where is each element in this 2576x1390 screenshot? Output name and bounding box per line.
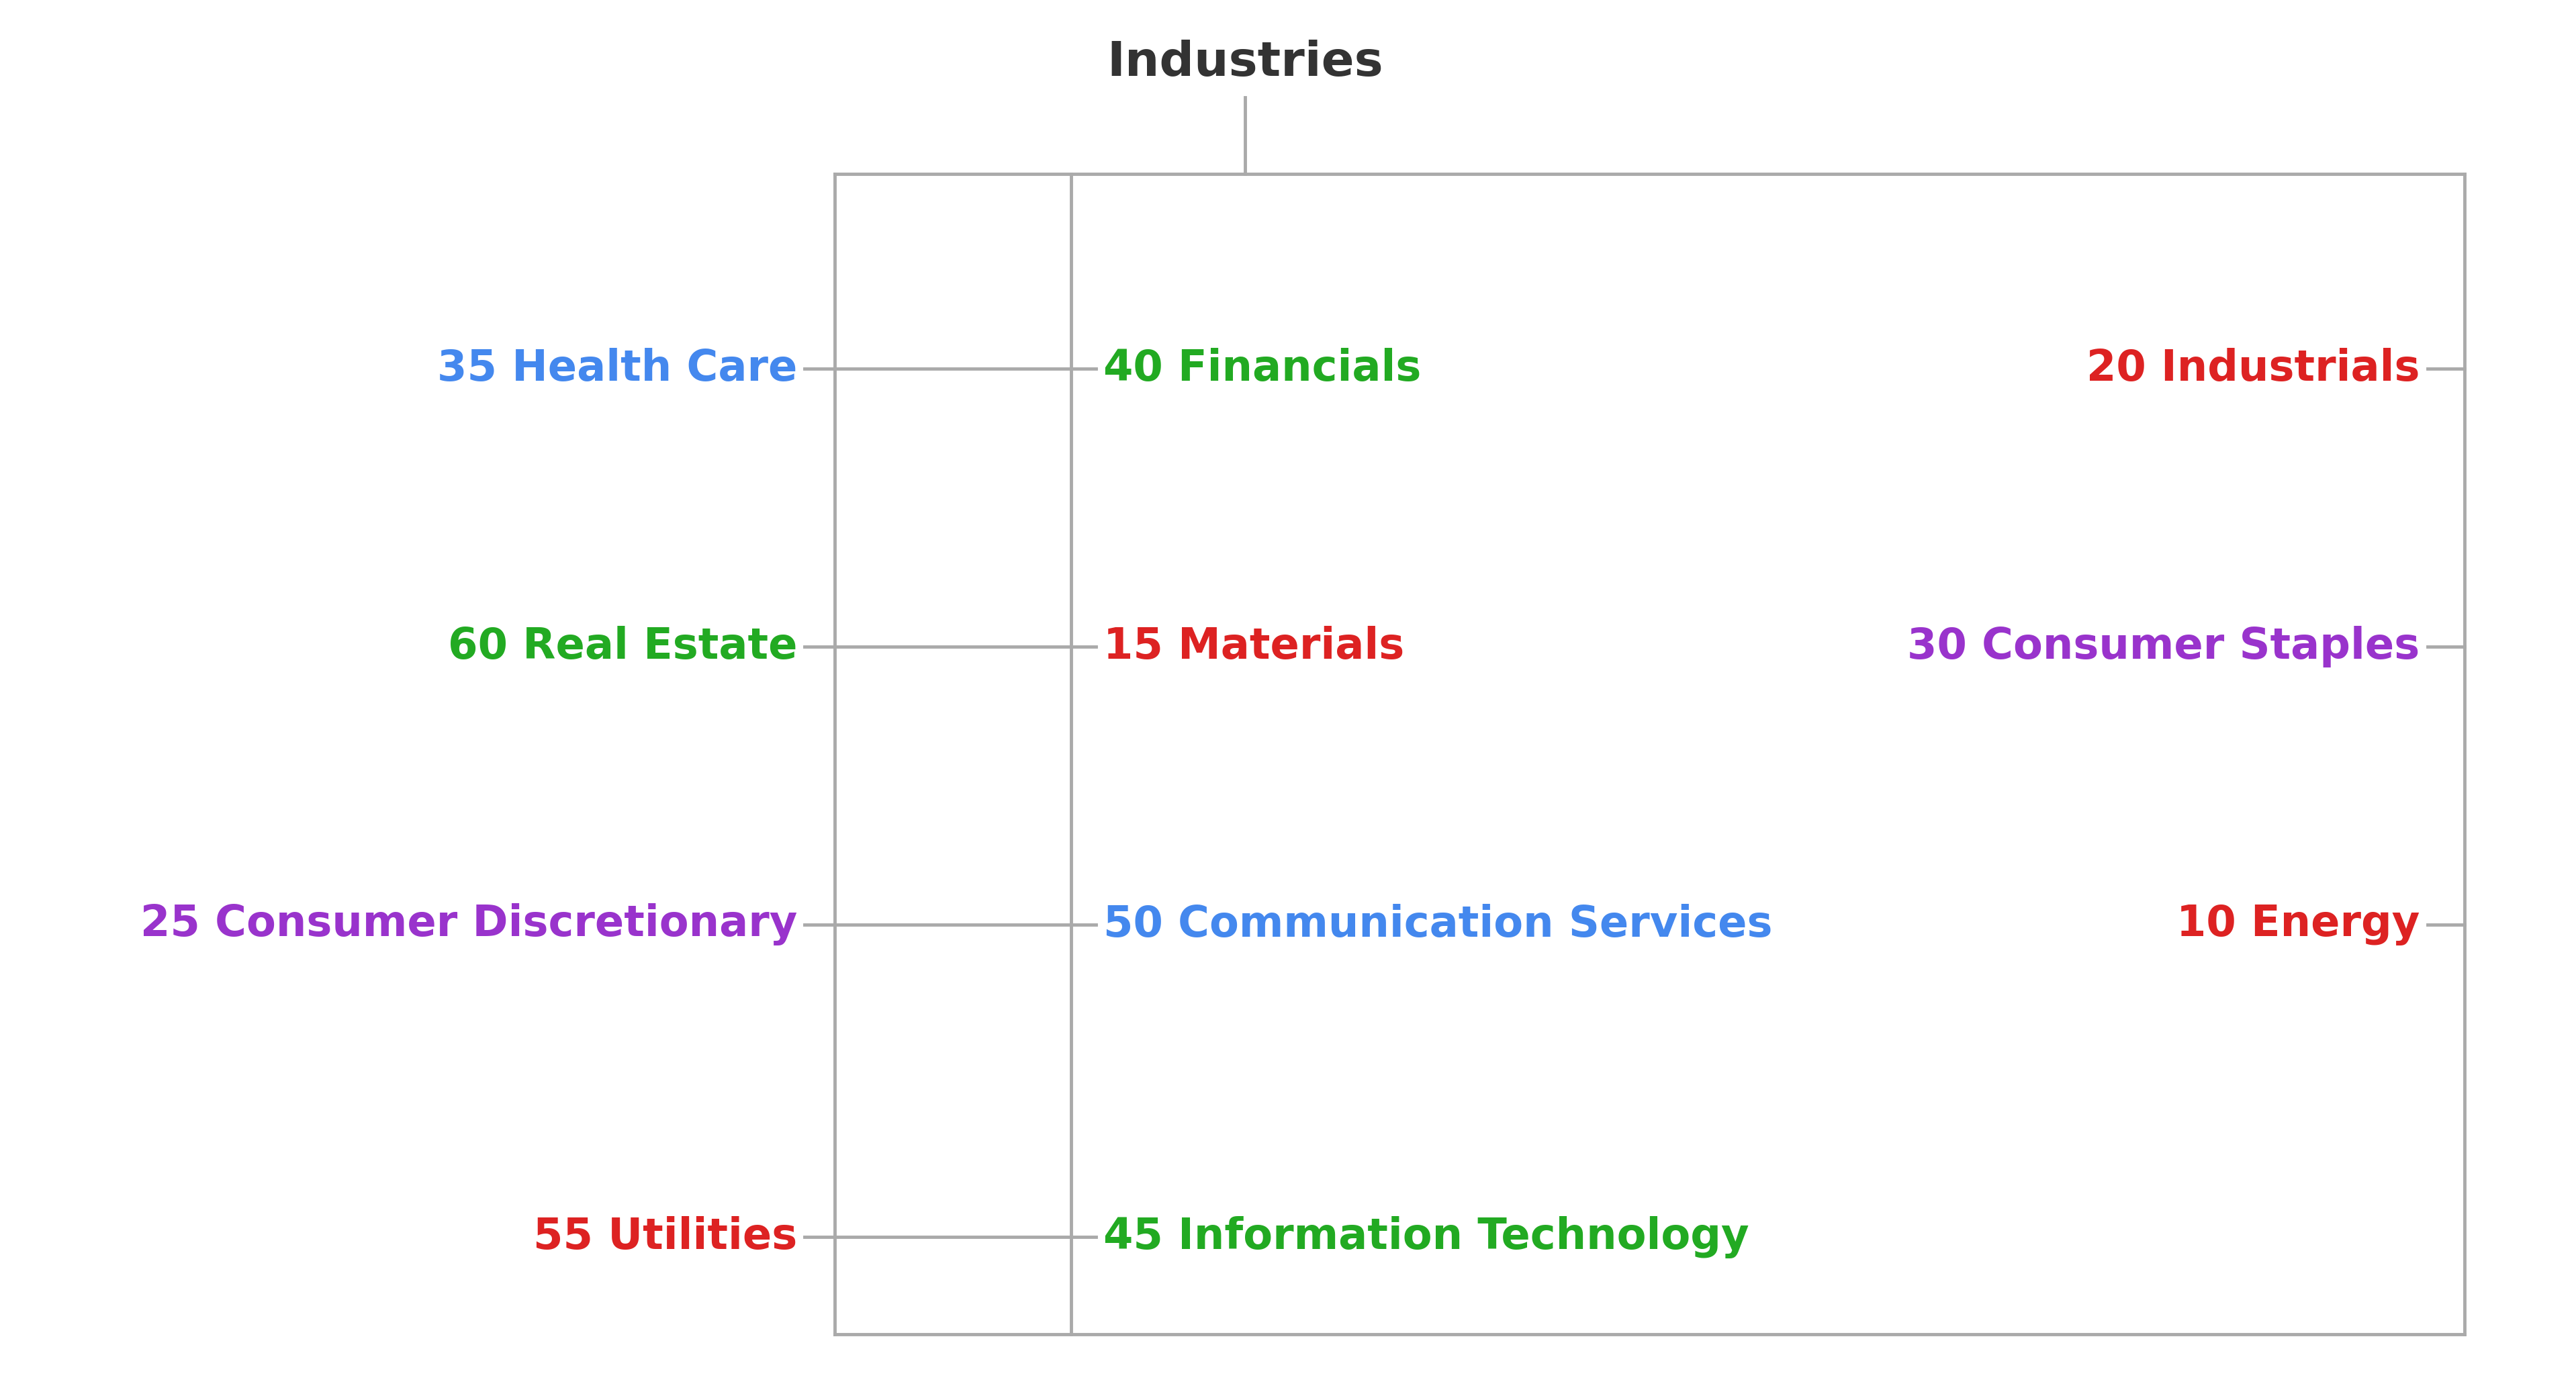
Text: 30 Consumer Staples: 30 Consumer Staples: [1906, 626, 2419, 667]
Text: 15 Materials: 15 Materials: [1103, 626, 1404, 667]
Text: Industries: Industries: [1108, 39, 1383, 86]
Text: 10 Energy: 10 Energy: [2177, 904, 2419, 945]
Text: 50 Communication Services: 50 Communication Services: [1103, 904, 1772, 945]
Text: 40 Financials: 40 Financials: [1103, 348, 1422, 389]
Text: 35 Health Care: 35 Health Care: [438, 348, 796, 389]
Text: 55 Utilities: 55 Utilities: [533, 1216, 796, 1258]
Text: 45 Information Technology: 45 Information Technology: [1103, 1216, 1749, 1258]
Text: 25 Consumer Discretionary: 25 Consumer Discretionary: [139, 904, 796, 945]
Text: 20 Industrials: 20 Industrials: [2087, 348, 2419, 389]
Text: 60 Real Estate: 60 Real Estate: [448, 626, 796, 667]
